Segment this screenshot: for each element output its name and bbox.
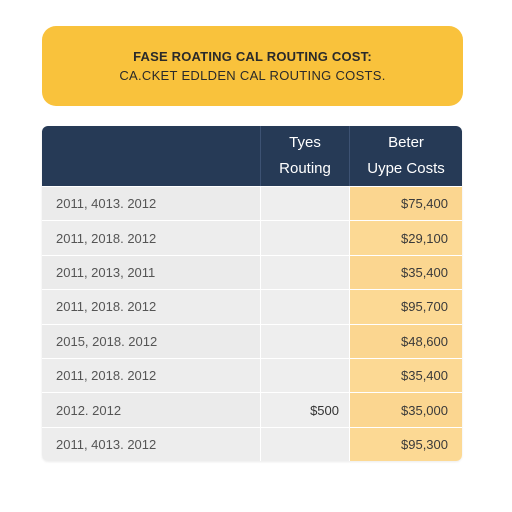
banner-title: FASE ROATING CAL ROUTING COST:: [133, 49, 372, 64]
row-routing: [260, 358, 349, 393]
row-label: 2011, 2013, 2011: [42, 255, 260, 290]
header-cost-line2: Uype Costs: [367, 160, 445, 177]
row-label: 2011, 2018. 2012: [42, 290, 260, 324]
title-banner: FASE ROATING CAL ROUTING COST: CA.CKET E…: [42, 26, 463, 106]
table-row: 2011, 2018. 2012 $29,100: [42, 220, 462, 255]
table-row: 2011, 4013. 2012 $75,400: [42, 186, 462, 221]
row-label: 2011, 2018. 2012: [42, 221, 260, 255]
row-label: 2012. 2012: [42, 393, 260, 427]
header-routing-line1: Tyes: [289, 134, 321, 151]
row-routing: [260, 324, 349, 358]
table-row: 2011, 2018. 2012 $95,700: [42, 289, 462, 324]
table-row: 2011, 4013. 2012 $95,300: [42, 426, 462, 461]
row-label: 2011, 2018. 2012: [42, 358, 260, 393]
table-row: 2011, 2018. 2012 $35,400: [42, 357, 462, 393]
table-row: 2011, 2013, 2011 $35,400: [42, 254, 462, 290]
row-routing: [260, 255, 349, 290]
row-label: 2015, 2018. 2012: [42, 324, 260, 358]
row-routing: $500: [260, 393, 349, 427]
header-cell-label: [42, 126, 260, 186]
row-cost: $95,300: [349, 427, 462, 461]
table-row: 2015, 2018. 2012 $48,600: [42, 323, 462, 358]
row-routing: [260, 427, 349, 461]
row-cost: $29,100: [349, 221, 462, 255]
row-routing: [260, 187, 349, 221]
row-label: 2011, 4013. 2012: [42, 187, 260, 221]
row-cost: $48,600: [349, 324, 462, 358]
table-row: 2012. 2012 $500 $35,000: [42, 392, 462, 427]
header-cost-line1: Beter: [388, 134, 424, 151]
header-cell-routing: Tyes Routing: [260, 126, 349, 186]
row-cost: $35,000: [349, 393, 462, 427]
row-routing: [260, 221, 349, 255]
header-routing-line2: Routing: [279, 160, 331, 177]
row-cost: $95,700: [349, 290, 462, 324]
row-cost: $35,400: [349, 358, 462, 393]
row-routing: [260, 290, 349, 324]
table-body: 2011, 4013. 2012 $75,400 2011, 2018. 201…: [42, 186, 462, 461]
banner-subtitle: CA.CKET EDLDEN CAL ROUTING COSTS.: [119, 68, 386, 83]
row-cost: $75,400: [349, 187, 462, 221]
row-label: 2011, 4013. 2012: [42, 427, 260, 461]
header-cell-cost: Beter Uype Costs: [349, 126, 462, 186]
row-cost: $35,400: [349, 255, 462, 290]
table-header: Tyes Routing Beter Uype Costs: [42, 126, 462, 186]
cost-table: Tyes Routing Beter Uype Costs 2011, 4013…: [42, 126, 462, 461]
